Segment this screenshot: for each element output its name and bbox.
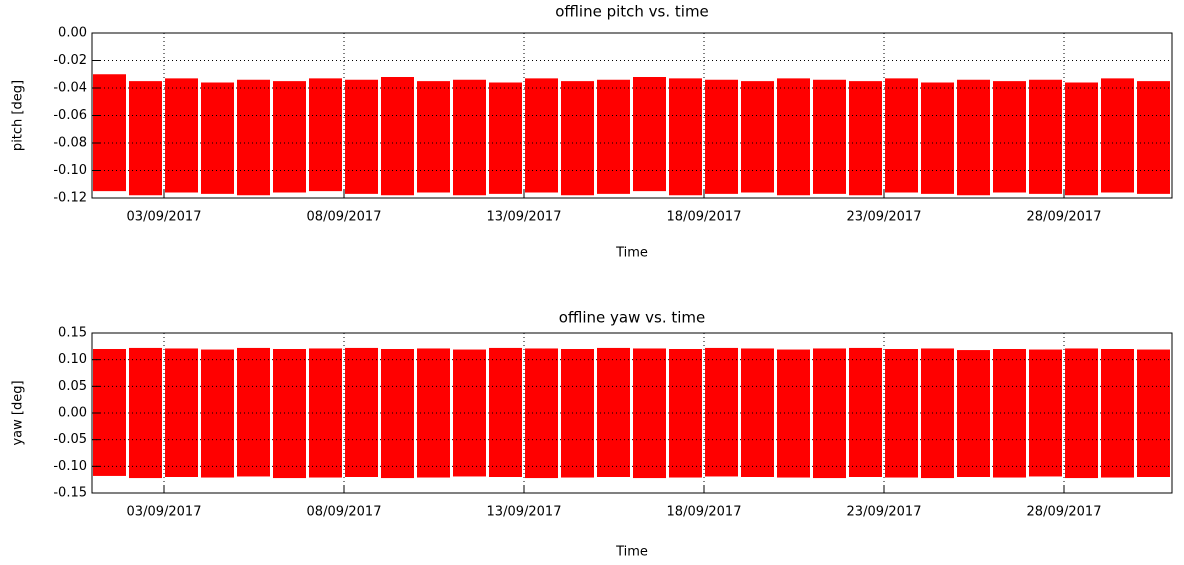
range-band <box>1065 82 1098 196</box>
range-band <box>705 79 738 194</box>
x-tick-label: 13/09/2017 <box>487 210 562 225</box>
range-band <box>1101 349 1134 478</box>
range-band <box>165 78 198 193</box>
x-tick-label: 08/09/2017 <box>307 210 382 225</box>
range-band <box>309 78 342 192</box>
range-band <box>309 348 342 478</box>
range-band <box>273 81 306 193</box>
range-band <box>921 348 954 479</box>
range-band <box>633 77 666 192</box>
range-band <box>1137 81 1170 194</box>
x-tick-label: 03/09/2017 <box>127 210 202 225</box>
range-band <box>345 347 378 477</box>
range-band <box>237 79 270 196</box>
range-band <box>381 349 414 479</box>
y-tick-label: -0.12 <box>53 191 87 206</box>
y-tick-label: 0.10 <box>58 352 87 367</box>
y-tick-label: -0.15 <box>53 486 87 501</box>
x-tick-label: 23/09/2017 <box>847 210 922 225</box>
x-tick-label: 03/09/2017 <box>127 505 202 520</box>
range-band <box>129 347 162 479</box>
range-band <box>885 78 918 193</box>
range-band <box>381 77 414 196</box>
range-band <box>957 350 990 477</box>
range-band <box>1029 79 1062 194</box>
range-band <box>849 347 882 477</box>
range-band <box>453 79 486 196</box>
range-band <box>993 81 1026 193</box>
y-tick-label: -0.04 <box>53 81 87 96</box>
range-band <box>741 348 774 477</box>
range-band <box>1029 349 1062 477</box>
range-band <box>201 82 234 194</box>
y-tick-label: -0.06 <box>53 108 87 123</box>
range-band <box>345 79 378 194</box>
range-band <box>669 349 702 478</box>
plot-frame <box>91 32 1173 199</box>
range-band <box>489 347 522 477</box>
range-band <box>957 79 990 196</box>
range-band <box>1137 349 1170 477</box>
range-band <box>597 79 630 194</box>
y-tick-label: -0.05 <box>53 432 87 447</box>
range-band <box>597 347 630 477</box>
x-tick-label: 18/09/2017 <box>667 210 742 225</box>
range-band <box>165 348 198 477</box>
range-band <box>669 78 702 196</box>
chart-title: offline pitch vs. time <box>555 3 709 21</box>
range-band <box>417 81 450 193</box>
range-band <box>1065 348 1098 479</box>
x-tick-label: 23/09/2017 <box>847 505 922 520</box>
range-band <box>453 349 486 477</box>
range-band <box>201 349 234 478</box>
y-tick-label: 0.00 <box>58 406 87 421</box>
range-band <box>561 349 594 478</box>
y-tick-label: 0.05 <box>58 379 87 394</box>
x-tick-label: 28/09/2017 <box>1027 505 1102 520</box>
plot-frame <box>91 332 1173 494</box>
range-band <box>525 348 558 479</box>
range-band <box>561 81 594 196</box>
range-band <box>813 79 846 194</box>
range-band <box>93 74 126 192</box>
x-tick-label: 18/09/2017 <box>667 505 742 520</box>
y-axis-label: pitch [deg] <box>11 80 26 151</box>
range-band <box>993 349 1026 478</box>
range-band <box>741 81 774 193</box>
range-band <box>273 349 306 479</box>
chart-title: offline yaw vs. time <box>559 309 706 327</box>
y-tick-label: -0.10 <box>53 163 87 178</box>
range-band <box>705 347 738 477</box>
y-tick-label: -0.02 <box>53 53 87 68</box>
range-band <box>525 78 558 193</box>
y-tick-label: -0.08 <box>53 136 87 151</box>
y-tick-label: -0.10 <box>53 459 87 474</box>
range-band <box>849 81 882 196</box>
range-band <box>1101 78 1134 193</box>
x-axis-label: Time <box>615 545 648 560</box>
y-tick-label: 0.15 <box>58 326 87 341</box>
range-band <box>417 348 450 478</box>
range-band <box>237 347 270 477</box>
range-band <box>633 348 666 479</box>
x-tick-label: 28/09/2017 <box>1027 210 1102 225</box>
x-tick-label: 13/09/2017 <box>487 505 562 520</box>
range-band <box>489 82 522 194</box>
x-axis-label: Time <box>615 246 648 261</box>
range-band <box>777 78 810 196</box>
range-band <box>921 82 954 194</box>
range-band <box>129 81 162 196</box>
x-tick-label: 08/09/2017 <box>307 505 382 520</box>
range-band <box>777 349 810 478</box>
y-axis-label: yaw [deg] <box>11 380 26 445</box>
range-band <box>93 349 126 476</box>
range-band <box>813 348 846 479</box>
y-tick-label: 0.00 <box>58 26 87 41</box>
range-band <box>885 349 918 478</box>
